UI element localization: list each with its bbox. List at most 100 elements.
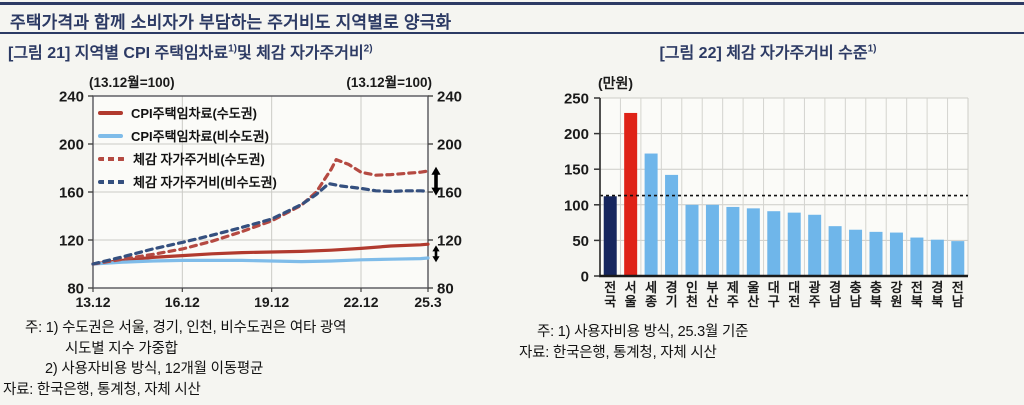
bar <box>726 206 740 276</box>
note-line: 시도별 지수 가중합 <box>65 340 178 357</box>
legend-dashed-line-swatch <box>98 179 125 184</box>
x-tick-label: 19.12 <box>254 294 289 310</box>
footnote-sup: 1) <box>228 43 238 55</box>
y-tick-label: 0 <box>581 269 589 286</box>
fig21-line-chart: 80 80 120 120 160 160 200 200 240 240 13.12 16.12 19… <box>59 74 462 310</box>
note-line: 주: 1) 수도권은 서울, 경기, 인천, 비수도권은 여타 광역 <box>25 320 347 336</box>
fig22-title: [그림 22] 체감 자가주거비 수준1) <box>512 39 1024 63</box>
y-tick-label: 80 <box>67 281 84 298</box>
series-line <box>91 181 430 266</box>
legend-item: CPI주택임차료(수도권) <box>98 101 277 124</box>
note-line: 자료: 한국은행, 통계청, 자체 시산 <box>519 344 717 361</box>
axis-unit-note: (만원) <box>598 76 633 91</box>
axis-unit-note: (13.12월=100) <box>346 74 432 90</box>
y-tick-label: 200 <box>437 137 462 154</box>
y-tick-label: 120 <box>59 233 84 250</box>
y-tick-label: 100 <box>564 197 589 214</box>
legend-label: CPI주택임차료(비수도권) <box>131 129 269 144</box>
gap-arrow-head <box>431 187 441 196</box>
fig22-bar-chart: 전 국 서 울 세 종 경 기 인 천 부 산 제 주 울 산 대 구 대 전 광 주 경 남 충 남 충 북 강 원 전 북 경 북 전 남 0 50 1… <box>564 76 969 309</box>
gap-arrow-head <box>431 166 441 175</box>
legend-solid-line-swatch <box>98 133 123 138</box>
bar <box>644 153 658 276</box>
bar <box>665 174 679 276</box>
legend-solid-line-swatch <box>98 110 123 115</box>
series-line <box>91 157 430 266</box>
legend-item: 체감 자가주거비(비수도권) <box>98 170 277 193</box>
x-tick-label: 16.12 <box>165 294 200 310</box>
x-tick-label: 25.3 <box>414 294 441 310</box>
legend-label: 체감 자가주거비(비수도권) <box>133 175 277 190</box>
bar <box>930 239 944 276</box>
note-line: 2) 사용자비용 방식, 12개월 이동평균 <box>45 361 264 377</box>
bar <box>746 208 760 276</box>
fig21-legend: CPI주택임차료(수도권) CPI주택임차료(비수도권) 체감 자가주거비(수도권)… <box>98 101 277 193</box>
y-tick-label: 160 <box>59 185 84 202</box>
x-tick-label: 13.12 <box>75 294 110 310</box>
footnote-sup: 1) <box>867 43 877 55</box>
bar <box>910 237 924 276</box>
fig22-title-text: [그림 22] 체감 자가주거비 수준 <box>659 45 868 62</box>
bar <box>787 212 801 276</box>
y-tick-label: 120 <box>437 233 462 250</box>
legend-label: 체감 자가주거비(수도권) <box>133 152 265 167</box>
legend-item: 체감 자가주거비(수도권) <box>98 147 277 170</box>
y-tick-label: 80 <box>437 281 454 298</box>
bar <box>828 226 842 276</box>
y-tick-label: 160 <box>437 185 462 202</box>
bar <box>808 214 822 276</box>
gap-arrow-head <box>432 256 440 263</box>
x-tick-label: 22.12 <box>343 294 378 310</box>
y-tick-label: 250 <box>564 91 589 108</box>
legend-label: CPI주택임차료(수도권) <box>131 106 258 121</box>
fig22-notes: 주: 1) 사용자비용 방식, 25.3월 기준 자료: 한국은행, 통계청, … <box>519 322 748 363</box>
legend-item: CPI주택임차료(비수도권) <box>98 124 277 147</box>
fig21-title-text: [그림 21] 지역별 CPI 주택임차료 <box>8 45 229 62</box>
series-line <box>91 242 430 266</box>
bar <box>951 241 965 276</box>
note-line: 주: 1) 사용자비용 방식, 25.3월 기준 <box>537 324 749 340</box>
bar <box>869 231 883 276</box>
top-rule <box>0 2 1024 5</box>
series-line <box>91 256 430 266</box>
page-title: 주택가격과 함께 소비자가 부담하는 주거비도 지역별로 양극화 <box>10 13 452 32</box>
bar <box>849 229 863 276</box>
gap-arrow-head <box>432 245 440 252</box>
bar <box>705 204 719 276</box>
bar <box>603 196 617 276</box>
y-tick-label: 150 <box>564 162 589 179</box>
y-tick-label: 240 <box>437 89 462 106</box>
bar <box>889 232 903 276</box>
y-tick-label: 200 <box>564 126 589 143</box>
footnote-sup: 2) <box>363 43 373 55</box>
bar <box>685 204 699 276</box>
y-tick-label: 200 <box>59 137 84 154</box>
legend-dashed-line-swatch <box>98 156 125 161</box>
axis-unit-note: (13.12월=100) <box>89 74 175 90</box>
bar <box>624 112 638 276</box>
fig21-title-text2: 및 체감 자가주거비 <box>237 45 364 62</box>
note-line: 자료: 한국은행, 통계청, 자체 시산 <box>3 381 201 398</box>
y-tick-label: 240 <box>59 89 84 106</box>
bar <box>767 211 781 276</box>
fig21-notes: 주: 1) 수도권은 서울, 경기, 인천, 비수도권은 여타 광역 시도별 지… <box>3 318 346 400</box>
header-divider <box>0 32 1024 34</box>
